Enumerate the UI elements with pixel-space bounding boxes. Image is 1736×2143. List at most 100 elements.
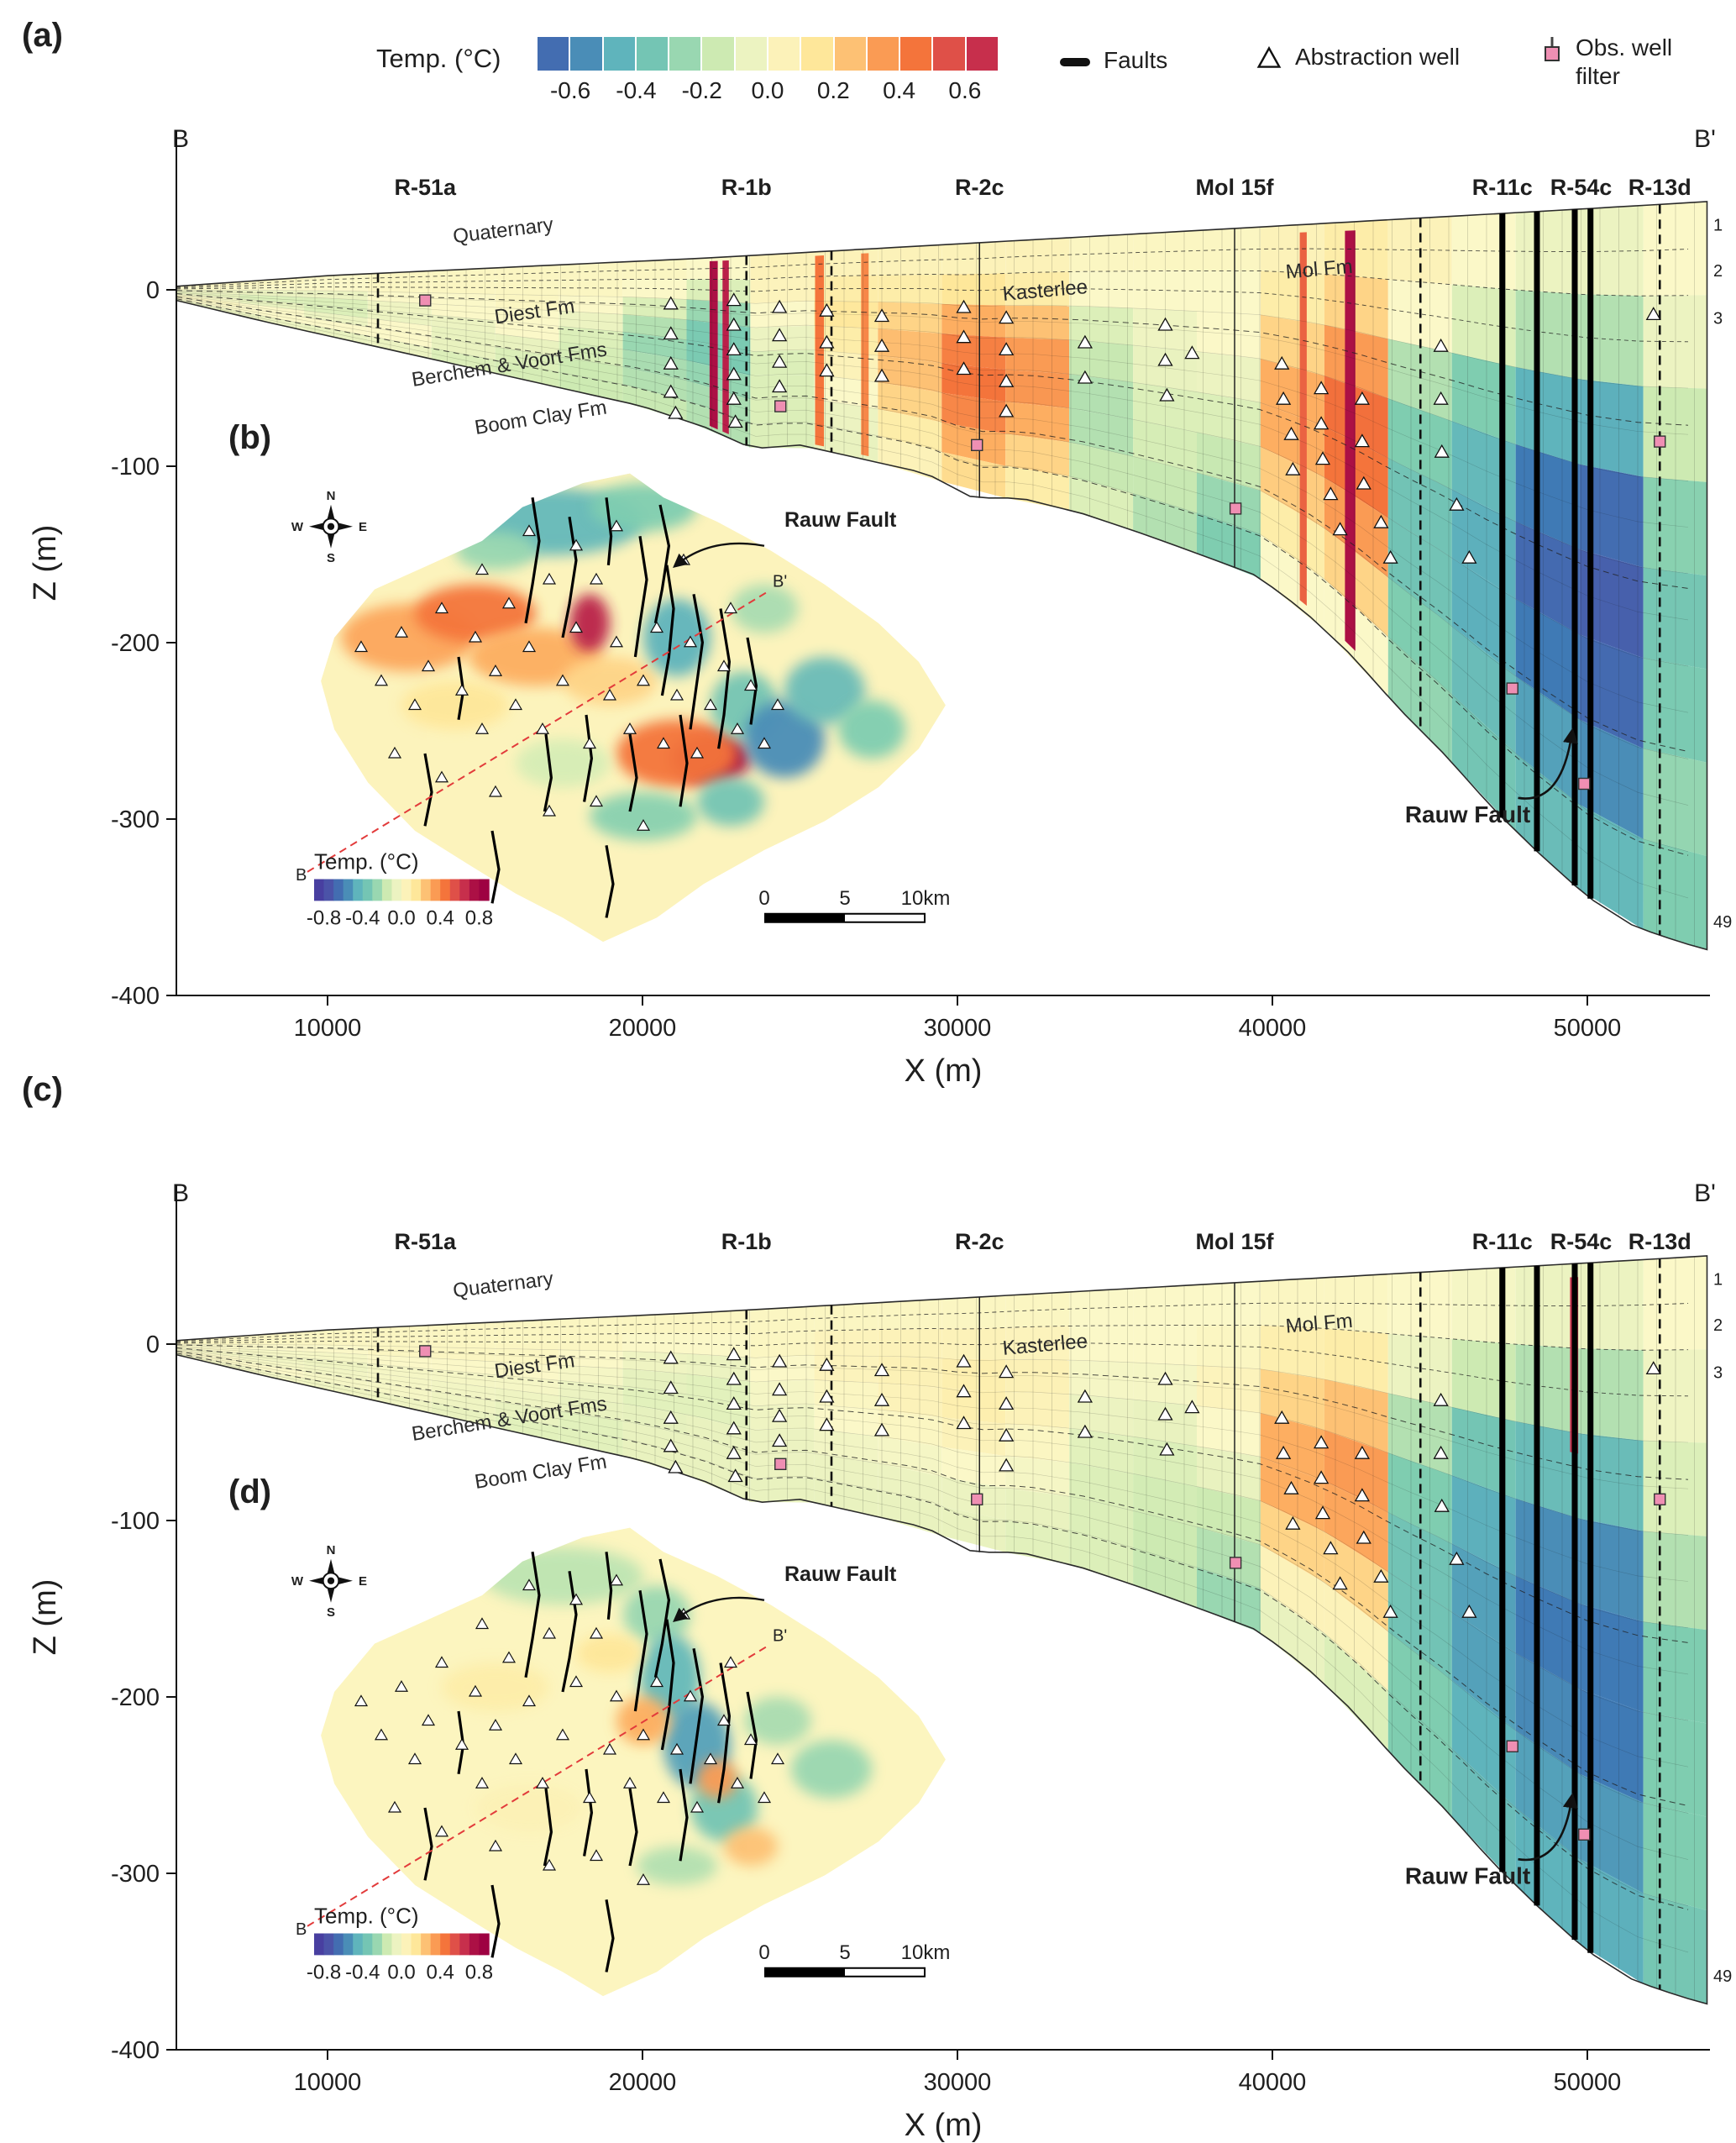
abstraction-well-marker [726,391,742,405]
x-tick-label: 20000 [609,2069,677,2096]
abstraction-well-marker [649,621,664,633]
abstraction-well-marker [434,601,449,614]
abstraction-well-marker [374,674,389,686]
formation-boundary-dashed [176,293,1689,589]
temperature-patch [590,792,697,841]
map-fault-line [583,714,594,802]
abstraction-well-marker [772,328,788,342]
abstraction-well-marker [956,361,972,376]
abstraction-well-marker [602,688,617,701]
abstraction-well-marker [535,722,550,734]
anomaly-stripe [722,260,729,434]
map-fault-line [561,517,578,638]
abstraction-well-marker [1354,391,1370,405]
abstraction-well-marker [522,1694,537,1707]
abstraction-well-marker [1157,1371,1173,1385]
scale-label: 10km [901,887,951,910]
map-fault-line [689,1648,705,1784]
abstraction-well-marker [999,1458,1015,1472]
abstraction-well-marker [663,296,679,310]
legend-bar: Temp. (°C) -0.6 -0.4 -0.2 0.0 0.2 0.4 0.6 Faul… [0,0,1736,118]
y-tick-label: 0 [146,1331,160,1358]
obs-well-filter-marker [419,1345,432,1358]
layer-number-label: 49 [1713,913,1732,932]
abstraction-well-marker [683,635,698,648]
cross-section-c: R-51a R-1b R-2c Mol 15f R-11c R-54c R-13d B B' Qu… [22,1071,1732,2143]
abstraction-well-marker [723,601,738,614]
map-fault-line [679,1768,689,1862]
abstraction-well-marker [609,1689,624,1702]
compass-rose: N E S W [291,1543,367,1620]
y-tick-label: 0 [146,277,160,304]
abstraction-well-icon [1256,45,1282,68]
endpoint-label-b: B [172,125,189,153]
y-axis-title: Z (m) [28,1579,63,1656]
abstraction-well-marker [394,1680,409,1692]
map-fault-line [490,1884,501,1958]
abstraction-well-marker [1323,1541,1339,1555]
temperature-patch [731,584,798,633]
anomaly-stripe [709,260,718,430]
colorbar-tick-label: -0.6 [549,77,591,103]
abstraction-well-marker [522,640,537,653]
colorbar-title: Temp. (°C) [376,44,501,73]
map-fault-line [524,497,541,624]
well-label: R-2c [955,175,1004,200]
abstraction-well-marker [1433,1445,1449,1459]
abstraction-well-marker [475,722,490,734]
obs-well-filter-marker [971,439,983,451]
well-label: R-51a [394,1229,457,1254]
abstraction-well-marker [1276,391,1292,405]
colorbar-tick-label: -0.4 [616,77,657,103]
temperature-patch [482,1547,643,1605]
abstraction-well-marker [999,1396,1015,1410]
inset-colorbar-tick: 0.0 [387,1961,415,1983]
abstraction-well-marker [602,1742,617,1755]
abstraction-well-marker [609,519,624,532]
abstraction-well-marker [1314,416,1330,430]
obs-well-filter-marker [1578,1828,1591,1841]
abstraction-well-marker [1314,451,1331,465]
abstraction-well-marker [1285,461,1301,475]
formation-label: Quaternary [452,213,554,248]
scale-label: 10km [901,1941,951,1964]
abstraction-well-marker [421,659,436,672]
abstraction-well-marker [1354,1488,1370,1502]
abstraction-well-marker [723,1656,738,1668]
well-label: Mol 15f [1195,1229,1274,1254]
map-fault-line [653,1558,671,1678]
temperature-patch [590,483,697,532]
abstraction-well-marker [636,674,651,686]
abstraction-well-marker [1314,381,1330,395]
x-tick-label: 30000 [924,1015,992,1042]
colorbar-cell [636,37,669,71]
well-label: R-11c [1472,1229,1533,1254]
temperature-patch [576,1634,643,1673]
abstraction-well-marker [1077,1424,1093,1438]
legend-item-abstraction-well: Abstraction well [1256,44,1460,71]
layer-boundary-dashed [176,248,1689,288]
temperature-patch [784,657,865,725]
colorbar-cell [538,37,569,71]
abstraction-well-marker [726,1396,742,1410]
compass-e: E [359,520,367,534]
abstraction-well-marker [772,299,788,313]
abstraction-well-marker [730,722,745,734]
colorbar-cell [966,37,998,71]
abstraction-well-marker [730,1777,745,1788]
map-surface [321,473,946,943]
obs-well-filter-marker [1506,1740,1518,1753]
legend-label-obs-well-filter: Obs. well filter [1576,34,1673,89]
abstraction-well-marker [1461,1604,1477,1618]
abstraction-well-marker [1283,1480,1299,1494]
x-tick-label: 10000 [294,1015,362,1042]
abstraction-well-marker [569,621,584,633]
layer-number-label: 1 [1713,1270,1723,1289]
abstraction-well-marker [1157,1406,1173,1421]
abstraction-well-marker [999,403,1015,418]
colorbar-ticks: -0.6 -0.4 -0.2 0.0 0.2 0.4 0.6 [538,71,998,103]
obs-well-filter-marker [1578,777,1591,790]
abstraction-well-marker [501,596,517,609]
map-fault-line [605,1899,615,1972]
